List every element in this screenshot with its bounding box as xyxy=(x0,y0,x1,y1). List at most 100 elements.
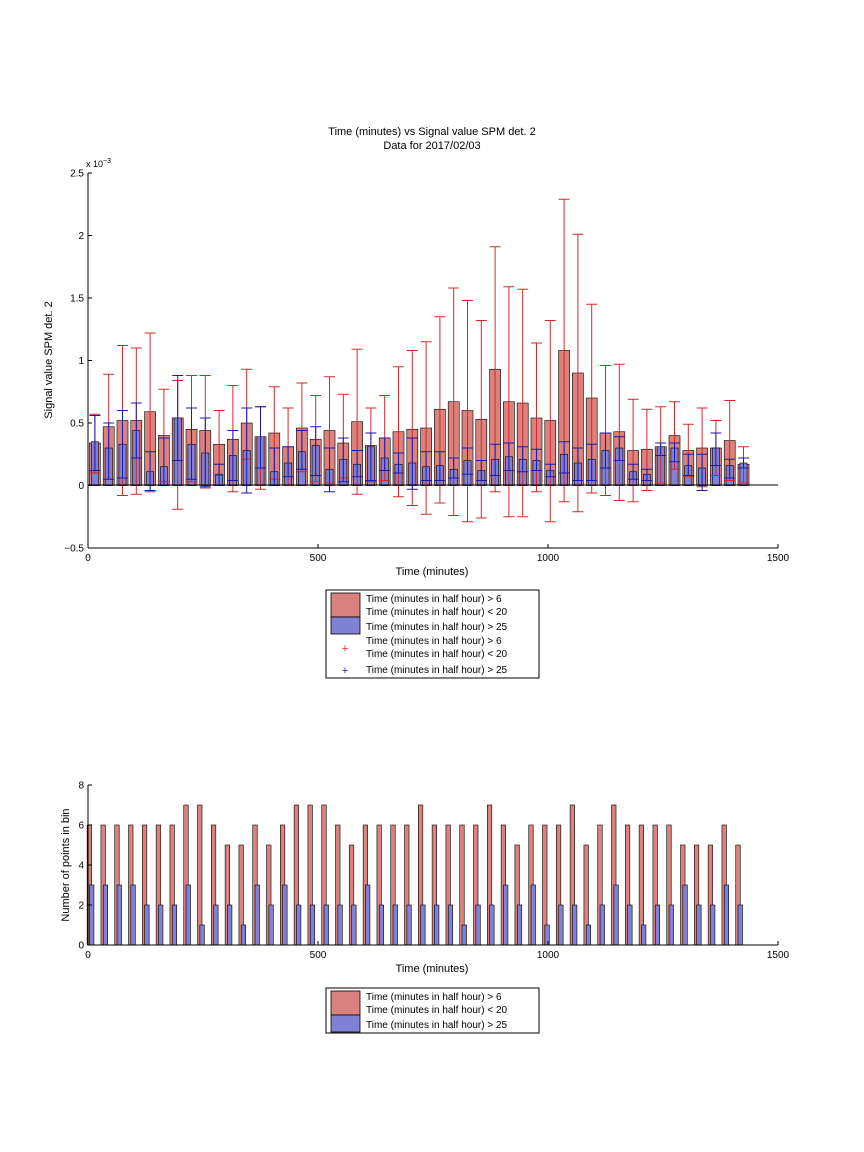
blue-error-bar-1 xyxy=(103,422,115,480)
blue-error-bar-45 xyxy=(710,432,722,466)
red-error-bar-33 xyxy=(544,320,556,523)
blue-count-bar-13 xyxy=(268,904,274,946)
blue-count-bar-18 xyxy=(337,904,343,946)
blue-error-bar-44 xyxy=(696,453,708,491)
blue-count-bar-37 xyxy=(599,904,605,946)
blue-error-bar-7 xyxy=(186,407,197,480)
blue-count-bar-24 xyxy=(420,904,426,946)
legend-swatch-red xyxy=(330,990,361,1016)
legend-label-red-2: Time (minutes in half hour) < 20 xyxy=(366,607,508,618)
blue-count-bar-10 xyxy=(227,904,233,946)
blue-error-bar-21 xyxy=(379,437,391,471)
blue-error-bar-29 xyxy=(489,443,501,476)
blue-error-bar-43 xyxy=(682,453,694,476)
legend-label-red-marker-2: Time (minutes in half hour) < 20 xyxy=(366,649,508,660)
blue-error-bar-41 xyxy=(655,442,667,456)
blue-count-bar-34 xyxy=(558,904,564,946)
blue-count-bar-35 xyxy=(572,904,578,946)
x-tick-label: 1500 xyxy=(767,950,790,961)
blue-error-bar-28 xyxy=(475,460,487,481)
legend-entry-blue-markers: + Time (minutes in half hour) > 25 xyxy=(342,665,508,677)
y-axis-label: Number of points in bin xyxy=(60,808,72,921)
blue-error-bar-20 xyxy=(365,432,377,481)
red-error-bar-31 xyxy=(517,288,529,518)
blue-count-bar-14 xyxy=(282,884,288,946)
blue-error-bar-3 xyxy=(130,402,142,459)
x-axis-label: Time (minutes) xyxy=(396,566,469,578)
y-tick-label: 4 xyxy=(78,861,84,872)
blue-error-bar-6 xyxy=(172,375,184,461)
svg-text:Time (minutes in half hour) <: Time (minutes in half hour) < 20 xyxy=(366,1005,508,1016)
blue-count-bar-22 xyxy=(392,904,398,946)
y-axis-label: Signal value SPM det. 2 xyxy=(43,301,55,418)
blue-error-bar-26 xyxy=(448,457,460,479)
blue-error-bar-12 xyxy=(255,406,266,469)
blue-count-bar-32 xyxy=(530,884,536,946)
legend-frame xyxy=(325,987,540,1034)
x-tick-label: 1000 xyxy=(537,553,560,564)
blue-count-bar-45 xyxy=(710,904,716,946)
blue-count-bar-12 xyxy=(254,884,260,946)
legend-entry-red-markers: + Time (minutes in half hour) > 6 Time (… xyxy=(342,636,508,660)
blue-error-bar-27 xyxy=(462,447,473,475)
y-tick-label: 0 xyxy=(78,481,84,492)
legend-label-blue: Time (minutes in half hour) > 25 xyxy=(366,622,508,633)
y-tick-label: 6 xyxy=(78,821,84,832)
blue-error-bar-25 xyxy=(434,451,446,481)
count-legend: Time (minutes in half hour) > 6 Time (mi… xyxy=(325,987,540,1034)
x-tick-label: 0 xyxy=(85,553,91,564)
y-tick-label: 0 xyxy=(78,941,84,952)
x-tick-label: 1000 xyxy=(537,950,560,961)
blue-error-bar-33 xyxy=(544,463,556,478)
blue-error-bar-14 xyxy=(282,446,294,478)
y-tick-label: 8 xyxy=(78,781,84,792)
blue-error-bar-36 xyxy=(586,443,598,481)
blue-error-bar-40 xyxy=(641,468,653,481)
blue-count-bar-40 xyxy=(641,924,647,946)
chart-title: Time (minutes) vs Signal value SPM det. … xyxy=(328,126,535,138)
blue-count-bar-42 xyxy=(668,904,674,946)
blue-error-bar-47 xyxy=(738,457,749,469)
blue-error-bar-17 xyxy=(324,447,335,493)
y-tick-label: 1.5 xyxy=(70,294,84,305)
blue-count-bar-26 xyxy=(447,904,454,946)
blue-error-bar-35 xyxy=(572,447,584,481)
y-tick-label: 0.5 xyxy=(70,419,84,430)
legend-entry-red-bars: Time (minutes in half hour) > 6 Time (mi… xyxy=(330,990,508,1016)
blue-error-bar-22 xyxy=(393,452,404,474)
blue-error-bar-4 xyxy=(144,451,156,491)
blue-error-bar-24 xyxy=(420,451,432,481)
blue-count-bar-44 xyxy=(696,904,702,946)
blue-error-bar-37 xyxy=(600,432,611,469)
y-tick-label: 2.5 xyxy=(70,169,84,180)
signal-bars xyxy=(89,350,750,486)
y-axis-ticks: 0 2 4 6 8 xyxy=(78,781,92,952)
blue-error-bar-39 xyxy=(627,463,639,480)
blue-error-bar-18 xyxy=(337,437,349,483)
blue-count-bar-38 xyxy=(613,884,619,946)
legend-marker-red: + xyxy=(342,643,348,655)
blue-count-bar-2 xyxy=(116,884,122,946)
blue-count-bar-8 xyxy=(199,924,205,946)
blue-count-bar-36 xyxy=(585,924,592,946)
y-tick-label: 2 xyxy=(78,901,84,912)
blue-count-bar-30 xyxy=(503,884,509,946)
blue-count-bar-21 xyxy=(378,904,385,946)
red-count-bar-8 xyxy=(197,804,203,946)
legend-label-blue-marker: Time (minutes in half hour) > 25 xyxy=(366,665,508,676)
legend-label-red-1: Time (minutes in half hour) > 6 xyxy=(366,992,502,1003)
x-tick-label: 1500 xyxy=(767,553,790,564)
blue-error-bar-38 xyxy=(613,436,625,461)
blue-error-bar-15 xyxy=(296,430,308,470)
svg-text:Time (minutes in half hour) >: Time (minutes in half hour) > 6 xyxy=(366,636,502,647)
blue-error-bar-19 xyxy=(351,450,363,478)
blue-error-bar-32 xyxy=(531,448,542,471)
blue-count-bar-15 xyxy=(296,904,302,946)
blue-count-bar-47 xyxy=(737,904,743,946)
blue-count-bar-46 xyxy=(723,884,730,946)
blue-count-bar-16 xyxy=(309,904,316,946)
blue-error-bar-46 xyxy=(724,458,736,479)
blue-count-bar-41 xyxy=(654,904,661,946)
signal-chart: Time (minutes) vs Signal value SPM det. … xyxy=(43,126,790,679)
